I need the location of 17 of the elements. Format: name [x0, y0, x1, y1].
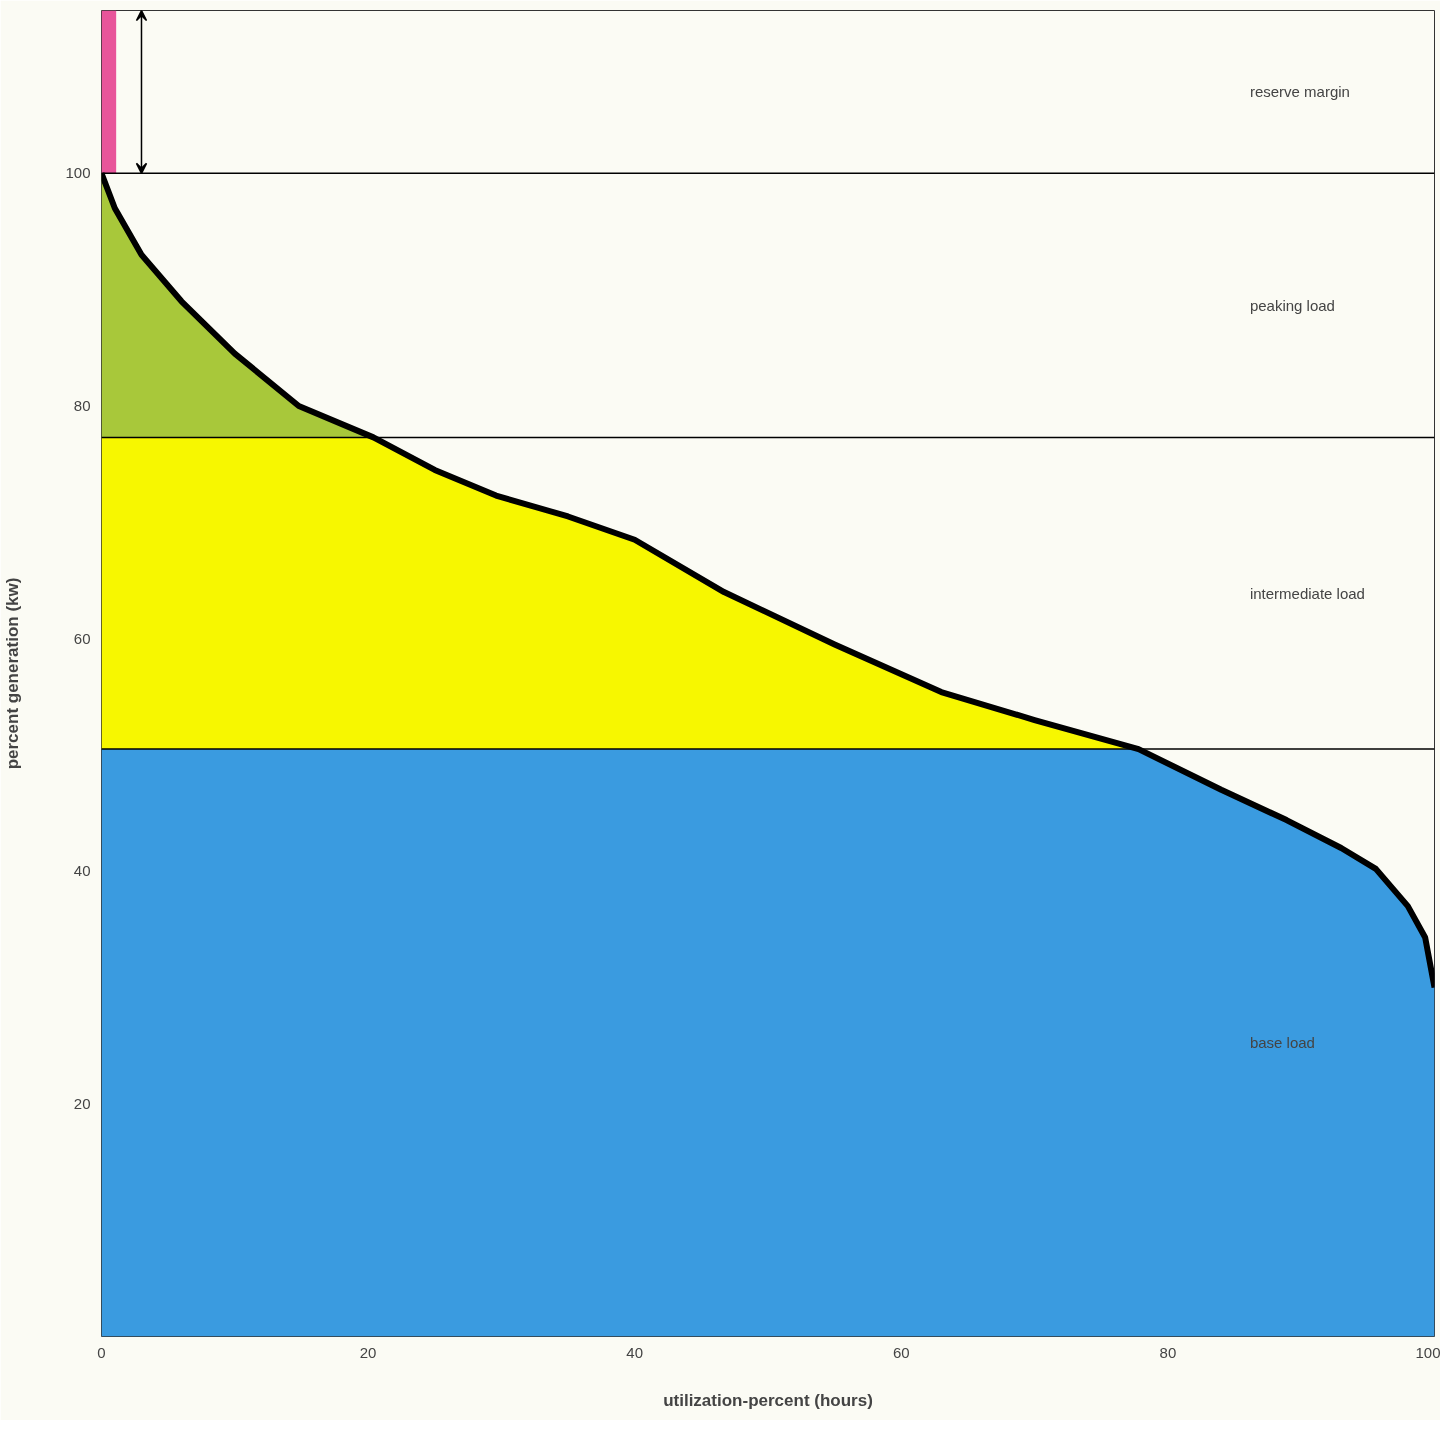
- annotation: peaking load: [1249, 296, 1335, 314]
- annotation: base load: [1249, 1034, 1315, 1052]
- x-tick-label: 80: [1159, 1343, 1177, 1361]
- y-tick-label: 80: [73, 396, 91, 414]
- annotation: intermediate load: [1249, 584, 1365, 602]
- x-tick-label: 40: [626, 1343, 644, 1361]
- x-axis-title: utilization-percent (hours): [663, 1390, 873, 1410]
- y-tick-label: 20: [73, 1094, 91, 1112]
- y-tick-label: 60: [73, 629, 91, 647]
- x-tick-label: 0: [97, 1343, 106, 1361]
- y-axis-title: percent generation (kw): [3, 577, 23, 770]
- x-tick-label: 100: [1415, 1343, 1441, 1361]
- y-tick-label: 40: [73, 862, 91, 880]
- y-tick-label: 100: [65, 164, 91, 182]
- annotation: reserve margin: [1249, 83, 1350, 101]
- x-tick-label: 60: [892, 1343, 910, 1361]
- x-tick-label: 20: [359, 1343, 377, 1361]
